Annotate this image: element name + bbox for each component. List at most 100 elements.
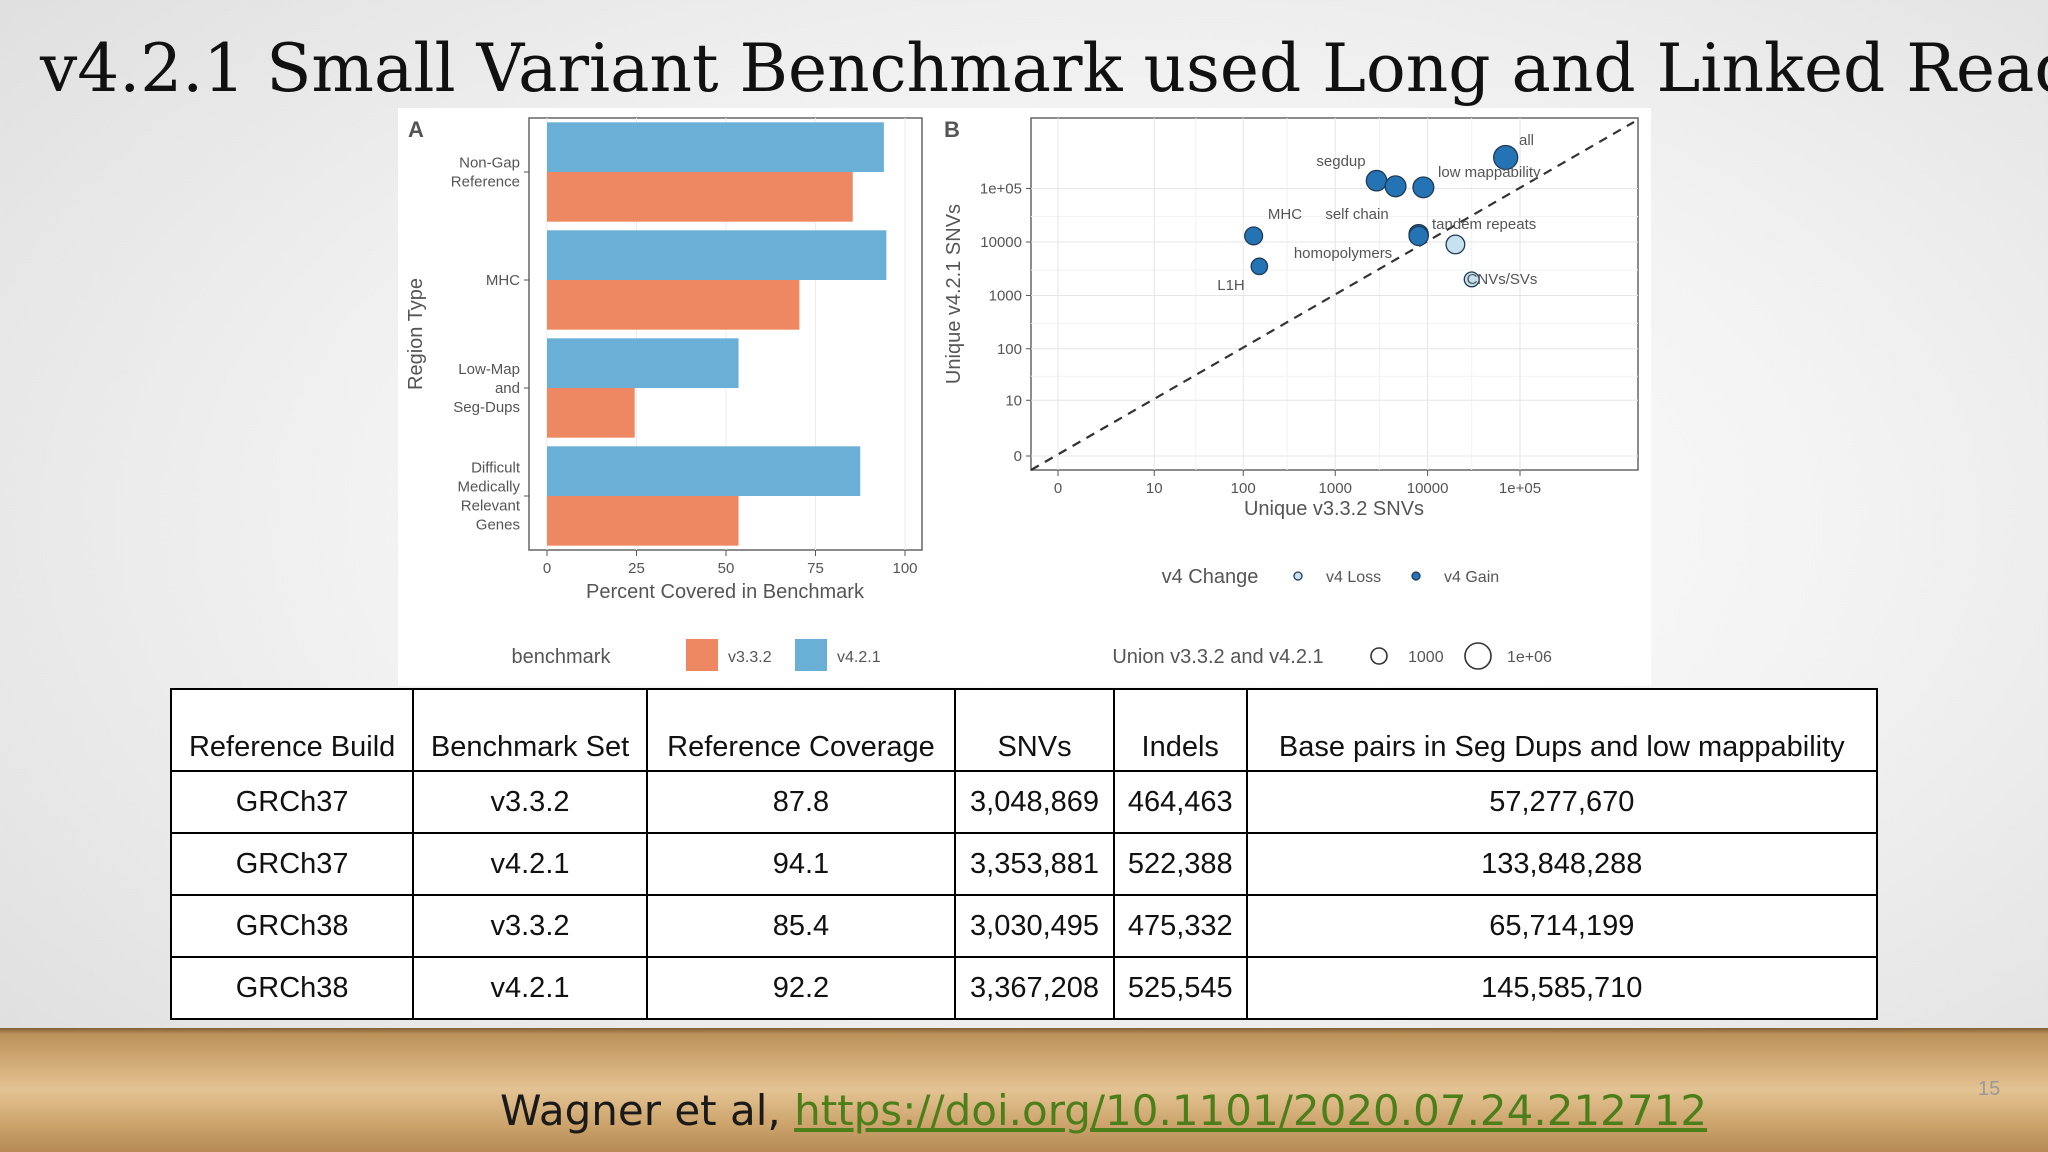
legend-key — [686, 639, 718, 671]
scatter-point — [1365, 169, 1388, 192]
y-tick-label: 1e+05 — [980, 180, 1022, 197]
scatter-point — [1244, 226, 1264, 246]
column-header: Reference Build — [169, 688, 415, 772]
bar — [547, 280, 800, 330]
table-row: GRCh37 v4.2.1 94.1 3,353,881 522,388 133… — [169, 832, 1879, 896]
y-tick-label: 1000 — [989, 287, 1022, 304]
bar — [547, 230, 887, 280]
scatter-point — [1412, 176, 1435, 199]
panel-label: A — [408, 117, 424, 142]
column-header: Indels — [1112, 688, 1248, 772]
x-axis-label: Unique v3.3.2 SNVs — [1244, 498, 1424, 520]
x-axis-label: Percent Covered in Benchmark — [586, 581, 865, 603]
table-cell: 145,585,710 — [1245, 956, 1879, 1020]
point-label: CNVs/SVs — [1467, 271, 1538, 288]
y-tick-label: Low-Map and Seg-Dups — [453, 361, 520, 416]
bar — [547, 446, 861, 496]
y-tick-label: Difficult Medically Relevant Genes — [457, 460, 520, 534]
bar — [547, 172, 853, 222]
table-cell: 65,714,199 — [1245, 894, 1879, 958]
panel-label: B — [944, 117, 960, 142]
citation: Wagner et al, https://doi.org/10.1101/20… — [500, 1086, 1707, 1135]
legend-key — [1464, 642, 1492, 670]
table-cell: 525,545 — [1112, 956, 1248, 1020]
y-tick-label: Non-Gap Reference — [451, 155, 520, 191]
point-label: segdup — [1316, 153, 1365, 170]
table-cell: GRCh37 — [169, 770, 415, 834]
bar — [547, 388, 635, 438]
plot-area — [1030, 117, 1639, 471]
table-cell: 87.8 — [645, 770, 957, 834]
y-axis-label: Region Type — [405, 278, 427, 390]
legend-label: 1000 — [1408, 649, 1444, 666]
point-label: all — [1519, 132, 1534, 149]
x-tick-label: 1e+05 — [1499, 480, 1541, 497]
x-tick-label: 100 — [892, 560, 917, 577]
y-tick-label: 10 — [1005, 392, 1022, 409]
bar — [547, 122, 884, 172]
legend-title: Union v3.3.2 and v4.2.1 — [1112, 646, 1323, 668]
legend-title: benchmark — [512, 646, 612, 668]
table-row: GRCh37 v3.3.2 87.8 3,048,869 464,463 57,… — [169, 770, 1879, 834]
wood-floor-background — [0, 1028, 2048, 1152]
table-cell: 3,030,495 — [954, 894, 1115, 958]
legend-label: v3.3.2 — [728, 649, 772, 666]
table-cell: GRCh37 — [169, 832, 415, 896]
y-tick-label: 0 — [1014, 448, 1022, 465]
scatter-point — [1384, 175, 1407, 198]
table-cell: 57,277,670 — [1245, 770, 1879, 834]
page-number: 15 — [1978, 1078, 2001, 1100]
point-label: tandem repeats — [1432, 216, 1536, 233]
x-tick-label: 0 — [543, 560, 551, 577]
panel-b-scatter-chart: B 0 0 10 10 100 100 1000 1000 10000 10000 1e+05 1e+0… — [943, 117, 1639, 670]
legend-key — [795, 639, 827, 671]
table-cell: 3,048,869 — [954, 770, 1115, 834]
bar — [547, 338, 739, 388]
table-row: GRCh38 v3.3.2 85.4 3,030,495 475,332 65,… — [169, 894, 1879, 958]
citation-doi-link[interactable]: https://doi.org/10.1101/2020.07.24.21271… — [794, 1086, 1708, 1135]
x-tick-label: 25 — [628, 560, 645, 577]
point-label: MHC — [1268, 206, 1302, 223]
scatter-point — [1250, 257, 1269, 276]
scatter-point — [1408, 225, 1429, 247]
legend-label: v4 Loss — [1326, 569, 1381, 586]
identity-line — [1030, 121, 1635, 471]
scatter-point — [1493, 144, 1519, 171]
benchmark-summary-table: Reference Build Benchmark Set Reference … — [169, 688, 1879, 1020]
scatter-point — [1463, 271, 1480, 288]
table-cell: 464,463 — [1112, 770, 1248, 834]
x-tick-label: 10 — [1146, 480, 1163, 497]
table-header-row: Reference Build Benchmark Set Reference … — [169, 688, 1879, 772]
scatter-point — [1445, 234, 1466, 255]
table-cell: 475,332 — [1112, 894, 1248, 958]
x-tick-label: 1000 — [1319, 480, 1352, 497]
x-tick-label: 100 — [1231, 480, 1256, 497]
table-cell: GRCh38 — [169, 894, 415, 958]
y-tick-label: 100 — [997, 341, 1022, 358]
table-cell: 92.2 — [645, 956, 957, 1020]
legend-title: v4 Change — [1162, 566, 1259, 588]
legend-key — [1411, 571, 1421, 581]
column-header: Benchmark Set — [412, 688, 648, 772]
point-label: homopolymers — [1294, 245, 1392, 262]
legend-label: v4.2.1 — [837, 649, 881, 666]
table-cell: 133,848,288 — [1245, 832, 1879, 896]
table-cell: 3,367,208 — [954, 956, 1115, 1020]
table-cell: v4.2.1 — [412, 956, 648, 1020]
y-axis-label: Unique v4.2.1 SNVs — [943, 204, 965, 384]
legend-key — [1293, 571, 1303, 581]
bar — [547, 496, 739, 546]
x-tick-label: 10000 — [1407, 480, 1449, 497]
table-row: GRCh38 v4.2.1 92.2 3,367,208 525,545 145… — [169, 956, 1879, 1020]
column-header: SNVs — [954, 688, 1115, 772]
table-cell: 85.4 — [645, 894, 957, 958]
x-tick-label: 0 — [1054, 480, 1062, 497]
point-label: L1H — [1217, 277, 1245, 294]
table-cell: 522,388 — [1112, 832, 1248, 896]
y-tick-label: MHC — [486, 272, 520, 289]
legend-key — [1370, 647, 1388, 665]
table-cell: 3,353,881 — [954, 832, 1115, 896]
legend-label: 1e+06 — [1507, 649, 1552, 666]
column-header: Base pairs in Seg Dups and low mappabili… — [1245, 688, 1879, 772]
point-label: low mappability — [1438, 164, 1541, 181]
